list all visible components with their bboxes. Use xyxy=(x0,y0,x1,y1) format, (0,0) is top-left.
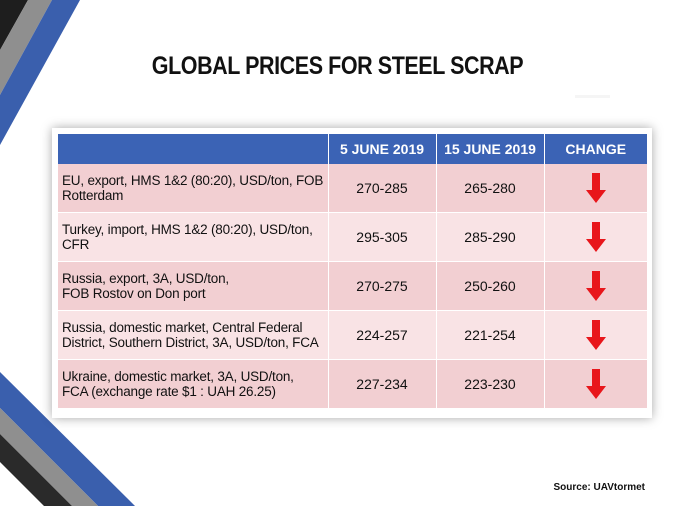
row-description-line2: Rotterdam xyxy=(62,188,124,203)
row-description: Russia, domestic market, Central Federal… xyxy=(58,310,328,360)
down-arrow-icon xyxy=(585,271,606,301)
column-header-description xyxy=(58,134,328,164)
price-5-june: 227-234 xyxy=(327,359,436,409)
price-15-june: 285-290 xyxy=(435,212,544,262)
row-description-line2: FOB Rostov on Don port xyxy=(62,286,206,301)
down-arrow-icon xyxy=(585,173,606,203)
table-header-row: 5 JUNE 2019 15 JUNE 2019 CHANGE xyxy=(58,134,647,164)
price-5-june: 270-275 xyxy=(327,261,436,311)
change-cell xyxy=(543,359,647,409)
price-5-june: 295-305 xyxy=(327,212,436,262)
price-15-june: 223-230 xyxy=(435,359,544,409)
prices-table: 5 JUNE 2019 15 JUNE 2019 CHANGE EU, expo… xyxy=(58,134,647,409)
row-description-line2: District, Southern District, 3A, USD/ton… xyxy=(62,335,319,350)
table-row: EU, export, HMS 1&2 (80:20), USD/ton, FO… xyxy=(58,164,647,213)
table-row: Ukraine, domestic market, 3A, USD/ton, FC… xyxy=(58,359,647,409)
change-cell xyxy=(543,212,647,262)
table-row: Turkey, import, HMS 1&2 (80:20), USD/ton… xyxy=(58,212,647,262)
row-description-line2: FCA (exchange rate $1 : UAH 26.25) xyxy=(62,384,276,399)
row-description-line1: Russia, domestic market, Central Federal xyxy=(62,320,303,335)
change-cell xyxy=(543,310,647,360)
source-note: Source: UAVtormet xyxy=(553,482,646,493)
row-description-line1: Ukraine, domestic market, 3A, USD/ton, xyxy=(62,369,294,384)
price-5-june: 270-285 xyxy=(327,164,436,213)
down-arrow-icon xyxy=(585,369,606,399)
row-description-line1: Russia, export, 3A, USD/ton, xyxy=(62,271,229,286)
table-row: Russia, export, 3A, USD/ton, FOB Rostov o… xyxy=(58,261,647,311)
table-row: Russia, domestic market, Central Federal… xyxy=(58,310,647,360)
column-header-change: CHANGE xyxy=(543,134,647,164)
down-arrow-icon xyxy=(585,320,606,350)
change-cell xyxy=(543,261,647,311)
row-description: Russia, export, 3A, USD/ton, FOB Rostov o… xyxy=(58,261,328,311)
page-title: GLOBAL PRICES FOR STEEL SCRAP xyxy=(151,52,524,80)
price-5-june: 224-257 xyxy=(327,310,436,360)
row-description: Turkey, import, HMS 1&2 (80:20), USD/ton… xyxy=(58,212,328,262)
column-header-5-june: 5 JUNE 2019 xyxy=(327,134,436,164)
change-cell xyxy=(543,164,647,213)
row-description-line1: Turkey, import, HMS 1&2 (80:20), USD/ton… xyxy=(62,222,313,237)
column-header-15-june: 15 JUNE 2019 xyxy=(435,134,544,164)
price-15-june: 221-254 xyxy=(435,310,544,360)
down-arrow-icon xyxy=(585,222,606,252)
price-15-june: 250-260 xyxy=(435,261,544,311)
row-description: Ukraine, domestic market, 3A, USD/ton, FC… xyxy=(58,359,328,409)
price-15-june: 265-280 xyxy=(435,164,544,213)
row-description-line1: EU, export, HMS 1&2 (80:20), USD/ton, FO… xyxy=(62,173,324,188)
row-description-line2: CFR xyxy=(62,237,90,252)
row-description: EU, export, HMS 1&2 (80:20), USD/ton, FO… xyxy=(58,164,328,213)
